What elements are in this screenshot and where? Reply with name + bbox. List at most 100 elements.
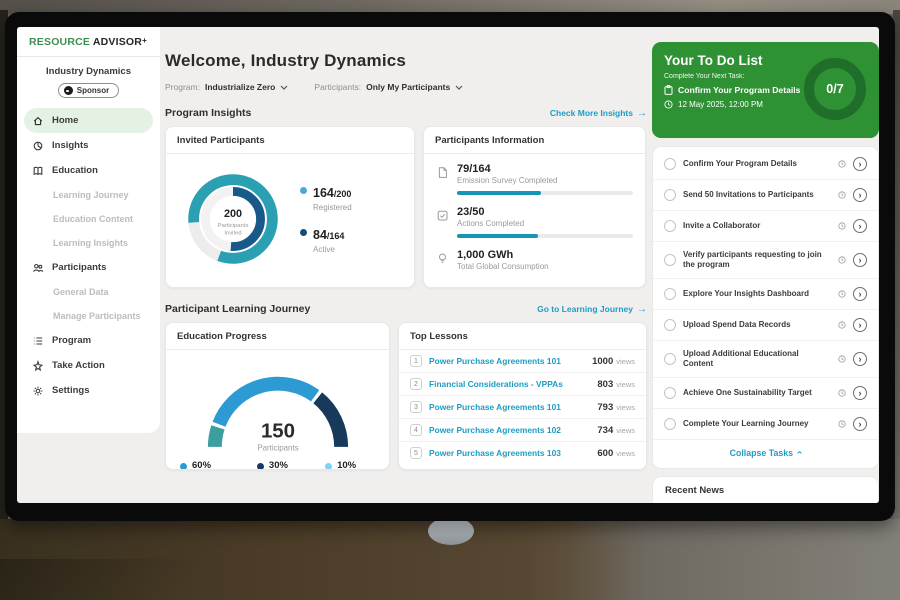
sidebar-item-settings[interactable]: Settings [17,378,160,403]
sidebar-item-education-content[interactable]: Education Content [17,207,160,231]
stat-actions-completed: 23/50 Actions Completed [424,197,645,240]
clock-icon [838,389,846,397]
lesson-row-1[interactable]: 1 Power Purchase Agreements 101 1000 vie… [399,350,646,373]
lesson-row-4[interactable]: 4 Power Purchase Agreements 102 734 view… [399,419,646,442]
background-wall-top [0,0,900,14]
task-row-3[interactable]: Invite a Collaborator › [653,211,878,242]
task-checkbox[interactable] [664,319,676,331]
task-open-button[interactable]: › [853,386,867,400]
task-open-button[interactable]: › [853,219,867,233]
program-label: Program: [165,82,200,92]
task-row-9[interactable]: Complete Your Learning Journey › [653,409,878,440]
sidebar-item-program[interactable]: Program [17,328,160,353]
sidebar: RESOURCE ADVISOR+ Industry Dynamics Spon… [17,27,160,433]
education-progress-card: Education Progress 150 Participants [165,322,390,470]
collapse-tasks-link[interactable]: Collapse Tasks › [653,440,878,466]
todo-next-task: Confirm Your Program Details [678,85,801,95]
sidebar-item-insights[interactable]: Insights [17,133,160,158]
people-icon [33,263,44,272]
task-row-7[interactable]: Upload Additional Educational Content › [653,341,878,378]
task-open-button[interactable]: › [853,253,867,267]
task-row-8[interactable]: Achieve One Sustainability Target › [653,378,878,409]
sidebar-item-home[interactable]: Home [24,108,153,133]
sidebar-item-learning-journey[interactable]: Learning Journey [17,183,160,207]
completed-dot [180,463,187,469]
task-open-button[interactable]: › [853,352,867,366]
gear-icon [33,386,43,395]
dashboard-screen: RESOURCE ADVISOR+ Industry Dynamics Spon… [17,27,879,503]
gauge-legend: 60% Completed 30% Pending [166,458,389,470]
emission-survey-progressbar [457,191,633,195]
clock-icon [838,290,846,298]
task-checkbox[interactable] [664,189,676,201]
sidebar-item-general-data[interactable]: General Data [17,280,160,304]
task-label: Verify participants requesting to join t… [683,250,822,269]
task-row-2[interactable]: Send 50 Invitations to Participants › [653,180,878,211]
task-open-button[interactable]: › [853,157,867,171]
task-label: Complete Your Learning Journey [683,419,809,428]
lesson-row-2[interactable]: 2 Financial Considerations - VPPAs 803 v… [399,373,646,396]
main-content: Welcome, Industry Dynamics Program: Indu… [165,27,647,470]
task-label: Invite a Collaborator [683,221,761,230]
active-total: /164 [326,231,345,241]
task-label: Upload Spend Data Records [683,320,791,329]
task-row-6[interactable]: Upload Spend Data Records › [653,310,878,341]
sidebar-item-learning-insights[interactable]: Learning Insights [17,231,160,255]
lesson-link[interactable]: Power Purchase Agreements 101 [429,356,561,366]
participants-value: Only My Participants [366,82,451,92]
task-open-button[interactable]: › [853,287,867,301]
recent-news-title: Recent News [665,485,725,496]
global-consumption-value: 1,000 GWh [457,249,514,261]
lesson-rank: 4 [410,424,422,436]
task-row-1[interactable]: Confirm Your Program Details › [653,149,878,180]
active-value: 84 [313,228,327,242]
clock-icon [838,256,846,264]
legend-not-started: 10% Not Started [325,460,375,470]
list-icon [33,336,43,345]
sidebar-item-manage-participants[interactable]: Manage Participants [17,304,160,328]
go-to-learning-journey-link[interactable]: Go to Learning Journey → [537,304,647,315]
todo-progress-count: 0/7 [826,82,844,96]
task-open-button[interactable]: › [853,417,867,431]
task-label: Upload Additional Educational Content [683,349,799,368]
task-checkbox[interactable] [664,387,676,399]
lesson-row-5[interactable]: 5 Power Purchase Agreements 103 600 view… [399,442,646,464]
spark-icon [32,359,44,371]
lesson-link[interactable]: Power Purchase Agreements 102 [429,425,561,435]
task-checkbox[interactable] [664,288,676,300]
task-checkbox[interactable] [664,418,676,430]
task-row-4[interactable]: Verify participants requesting to join t… [653,242,878,279]
sidebar-item-label: Home [52,115,79,126]
lesson-link[interactable]: Financial Considerations - VPPAs [429,379,563,389]
sponsor-label: Sponsor [76,86,110,95]
lesson-views: 793 [597,401,614,413]
logo-advisor: ADVISOR [92,36,143,48]
todo-title: Your To Do List [664,53,763,68]
participants-information-title: Participants Information [424,127,645,154]
emission-survey-value: 79/164 [457,163,491,175]
task-checkbox[interactable] [664,158,676,170]
task-open-button[interactable]: › [853,188,867,202]
check-more-insights-link[interactable]: Check More Insights → [550,108,647,119]
sidebar-item-label: Learning Journey [53,190,129,200]
participants-dropdown[interactable]: Participants: Only My Participants [314,82,463,92]
sidebar-item-label: Program [52,335,92,346]
lesson-link[interactable]: Power Purchase Agreements 103 [429,448,561,458]
task-checkbox[interactable] [664,254,676,266]
lesson-row-3[interactable]: 3 Power Purchase Agreements 101 793 view… [399,396,646,419]
clock-icon [838,222,846,230]
sidebar-item-education[interactable]: Education [17,158,160,183]
sidebar-item-label: Manage Participants [53,311,141,321]
logo-plus: + [142,36,147,45]
sidebar-item-participants[interactable]: Participants [17,255,160,280]
emission-survey-label: Emission Survey Completed [457,176,558,185]
lesson-link[interactable]: Power Purchase Agreements 101 [429,402,561,412]
sidebar-nav: Home Insights Education Learning Journey… [17,108,160,403]
task-open-button[interactable]: › [853,318,867,332]
task-checkbox[interactable] [664,220,676,232]
program-dropdown[interactable]: Program: Industrialize Zero [165,82,288,92]
task-checkbox[interactable] [664,353,676,365]
not-started-pct: 10% [337,460,357,470]
task-row-5[interactable]: Explore Your Insights Dashboard › [653,279,878,310]
sidebar-item-take-action[interactable]: Take Action [17,353,160,378]
